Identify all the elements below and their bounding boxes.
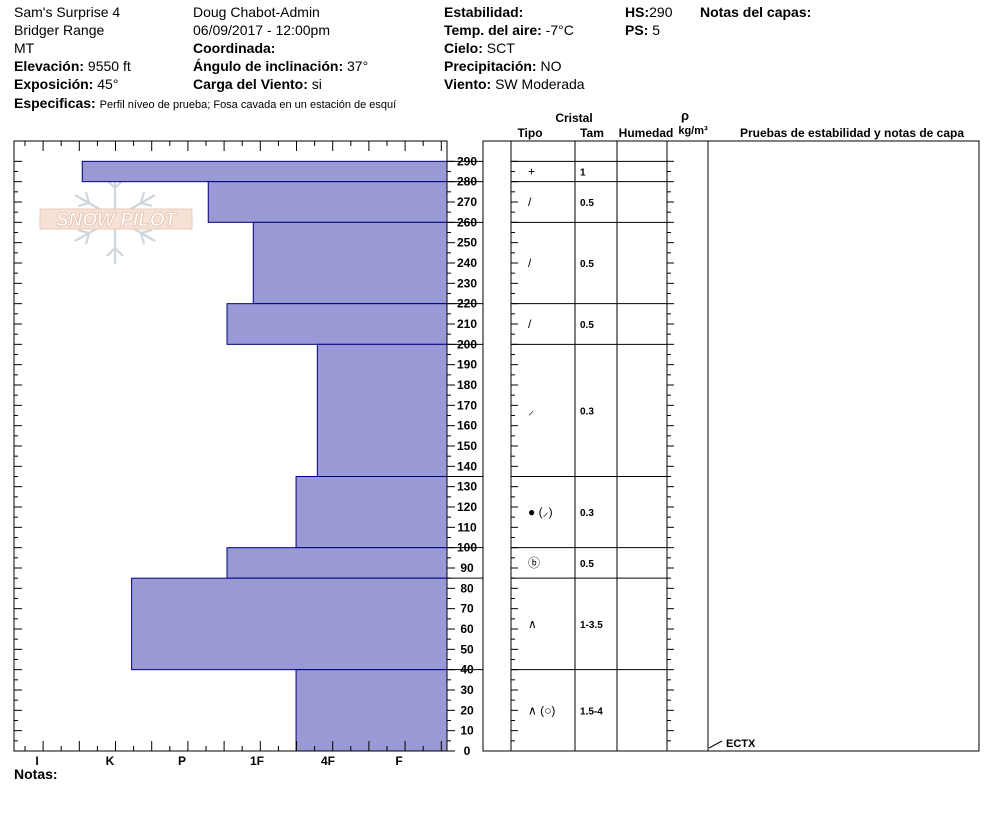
crystal-size-0: 1 — [580, 168, 586, 179]
notes-label: Notas: — [14, 766, 58, 782]
crystal-size-7: 1-3.5 — [580, 620, 603, 631]
crystal-size-5: 0.3 — [580, 508, 594, 519]
sky: Cielo: SCT — [444, 40, 515, 56]
range-name: Bridger Range — [14, 22, 105, 38]
crystal-type-5: ● (⸝) — [528, 505, 553, 519]
hardness-label-I: I — [35, 754, 38, 768]
crystal-type-4: ⸝ — [528, 403, 534, 417]
crystal-type-3: / — [528, 317, 532, 331]
depth-label: 70 — [460, 602, 474, 616]
hardness-label-4F: 4F — [321, 754, 335, 768]
depth-label: 10 — [460, 724, 474, 738]
depth-label: 60 — [460, 622, 474, 636]
layer-table: 0102030405060708090100110120130140150160… — [447, 140, 980, 758]
col-moisture: Humedad — [619, 126, 674, 140]
hardness-label-F: F — [395, 754, 402, 768]
logo-text: SNOW PILOT — [56, 210, 178, 231]
crystal-size-3: 0.5 — [580, 320, 594, 331]
depth-label: 30 — [460, 683, 474, 697]
coordinates: Coordinada: — [193, 40, 276, 56]
air-temp: Temp. del aire: -7°C — [444, 22, 574, 38]
crystal-type-0: + — [528, 165, 535, 179]
crystal-type-7: ∧ — [528, 617, 537, 631]
col-stability-notes: Pruebas de estabilidad y notas de capa — [740, 126, 964, 140]
crystal-size-2: 0.5 — [580, 259, 594, 270]
stability: Estabilidad: — [444, 4, 524, 20]
col-density: kg/m³ — [678, 125, 708, 137]
depth-label: 130 — [457, 480, 477, 494]
specifics: Especificas: Perfil níveo de prueba; Fos… — [14, 95, 397, 111]
observer: Doug Chabot-Admin — [193, 4, 320, 20]
crystal-size-1: 0.5 — [580, 198, 594, 209]
depth-label: 270 — [457, 195, 477, 209]
wind-loading: Carga del Viento: si — [193, 76, 322, 92]
hardness-label-1F: 1F — [250, 754, 264, 768]
depth-label: 120 — [457, 500, 477, 514]
depth-label: 240 — [457, 256, 477, 270]
depth-label: 190 — [457, 358, 477, 372]
elevation: Elevación: 9550 ft — [14, 58, 131, 74]
depth-label: 230 — [457, 276, 477, 290]
crystal-type-8: ∧ (○) — [528, 703, 555, 717]
table-frame — [482, 140, 980, 752]
depth-label: 210 — [457, 317, 477, 331]
col-type: Tipo — [517, 126, 542, 140]
ectx-label: ECTX — [726, 738, 756, 750]
slope-angle: Ángulo de inclinación: 37° — [193, 58, 369, 74]
hardness-bar-4 — [316, 343, 448, 478]
crystal-type-1: / — [528, 195, 532, 209]
site-name: Sam's Surprise 4 — [14, 4, 121, 20]
col-crystal: Cristal — [555, 111, 592, 125]
snow-height: HS:290 — [625, 4, 673, 20]
depth-label: 150 — [457, 439, 477, 453]
hardness-bar-8 — [295, 669, 448, 752]
crystal-type-2: / — [528, 256, 532, 270]
crystal-size-6: 0.5 — [580, 559, 594, 570]
layer-notes-label: Notas del capas: — [700, 4, 812, 20]
hardness-label-P: P — [178, 754, 186, 768]
datetime: 06/09/2017 - 12:00pm — [193, 22, 330, 38]
state-name: MT — [14, 40, 35, 56]
hardness-bar-7 — [131, 577, 448, 671]
precipitation: Precipitación: NO — [444, 58, 562, 74]
depth-label: 20 — [460, 703, 474, 717]
hardness-bar-5 — [295, 476, 448, 549]
hardness-bars — [81, 160, 448, 752]
hardness-label-K: K — [106, 754, 115, 768]
wind: Viento: SW Moderada — [444, 76, 585, 92]
snowpilot-logo: SNOW PILOT — [39, 172, 193, 264]
col-size: Tam — [580, 126, 604, 140]
hardness-bar-2 — [252, 221, 448, 305]
crystal-size-8: 1.5-4 — [580, 706, 603, 717]
depth-label: 140 — [457, 459, 477, 473]
hardness-bar-0 — [81, 160, 448, 183]
depth-label: 250 — [457, 236, 477, 250]
depth-label: 80 — [460, 581, 474, 595]
depth-label: 90 — [460, 561, 474, 575]
depth-label: 170 — [457, 398, 477, 412]
aspect: Exposición: 45° — [14, 76, 119, 92]
hardness-bar-3 — [226, 303, 448, 345]
depth-label: 180 — [457, 378, 477, 392]
hardness-bar-6 — [226, 547, 448, 579]
depth-label: 160 — [457, 419, 477, 433]
hardness-bar-1 — [207, 181, 448, 223]
penetration: PS: 5 — [625, 22, 661, 38]
crystal-size-4: 0.3 — [580, 406, 594, 417]
crystal-type-6: ⓑ — [528, 556, 540, 570]
depth-label: 110 — [457, 520, 477, 534]
depth-label: 0 — [464, 744, 471, 758]
col-rho: ρ — [681, 108, 689, 123]
ectx-marker: ECTX — [708, 738, 756, 750]
depth-label: 50 — [460, 642, 474, 656]
